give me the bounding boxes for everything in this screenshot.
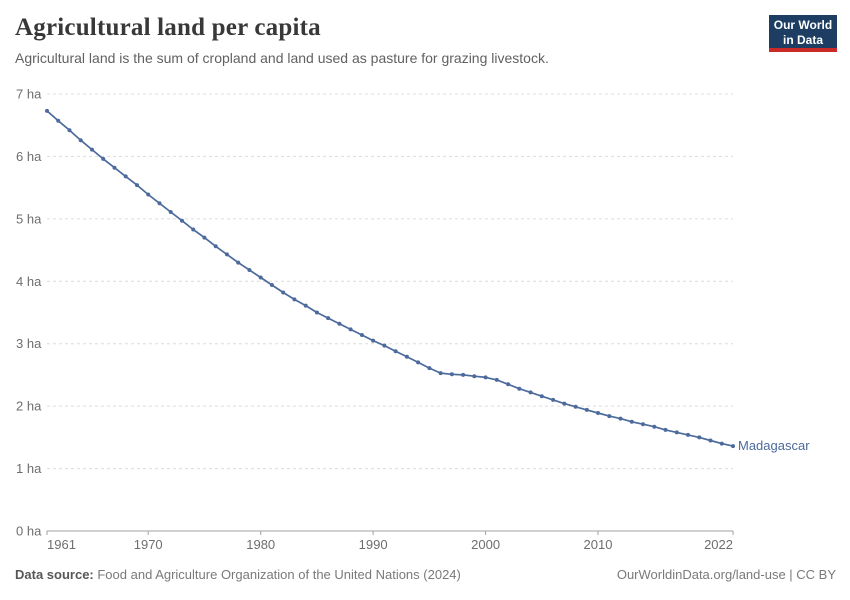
- data-point: [326, 316, 331, 321]
- y-tick-label: 1 ha: [16, 461, 42, 476]
- license-note[interactable]: OurWorldinData.org/land-use | CC BY: [616, 567, 836, 582]
- data-point: [202, 235, 207, 240]
- data-point: [236, 260, 241, 265]
- page-title: Agricultural land per capita: [15, 14, 321, 41]
- data-point: [427, 366, 432, 371]
- data-point: [438, 371, 443, 376]
- data-point: [45, 108, 49, 113]
- y-tick-label: 6 ha: [16, 149, 42, 164]
- y-tick-label: 4 ha: [16, 274, 42, 289]
- x-tick-label: 1990: [359, 537, 388, 552]
- chart-footer: Data source: Food and Agriculture Organi…: [0, 567, 850, 587]
- data-point: [674, 430, 679, 435]
- data-point: [494, 377, 499, 382]
- data-point: [573, 404, 578, 409]
- x-tick-label: 1961: [47, 537, 76, 552]
- data-point: [731, 444, 735, 449]
- data-point: [584, 407, 589, 412]
- data-point: [191, 227, 196, 232]
- y-tick-label: 7 ha: [16, 87, 42, 102]
- data-point: [461, 372, 466, 377]
- data-point: [303, 303, 308, 308]
- data-point: [708, 438, 713, 443]
- data-point: [90, 147, 94, 152]
- data-point: [67, 128, 72, 133]
- data-point: [247, 268, 252, 272]
- data-point: [180, 218, 184, 223]
- data-point: [337, 321, 342, 326]
- data-point: [292, 297, 297, 302]
- data-point: [483, 375, 488, 380]
- data-point: [258, 275, 263, 280]
- data-point: [618, 416, 623, 421]
- data-point: [629, 419, 634, 424]
- data-point: [393, 349, 398, 354]
- data-source-label: Data source:: [15, 567, 94, 582]
- data-point: [269, 283, 274, 287]
- data-point: [652, 424, 657, 429]
- x-tick-label: 2000: [471, 537, 500, 552]
- data-point: [168, 210, 173, 214]
- data-point: [56, 118, 61, 123]
- trend-line-madagascar[interactable]: [46, 110, 734, 447]
- data-point: [101, 156, 106, 161]
- data-point: [472, 374, 477, 379]
- data-point: [371, 338, 376, 343]
- data-source-text: Food and Agriculture Organization of the…: [93, 567, 461, 582]
- data-point: [224, 252, 229, 257]
- data-point: [78, 138, 83, 143]
- data-point: [528, 390, 533, 395]
- x-tick-label: 1970: [134, 537, 163, 552]
- y-tick-label: 5 ha: [16, 211, 42, 226]
- data-point: [135, 183, 139, 188]
- data-point: [719, 441, 724, 446]
- data-point: [416, 360, 421, 365]
- data-point: [641, 422, 645, 427]
- data-point: [146, 192, 151, 197]
- y-tick-label: 0 ha: [16, 524, 42, 539]
- data-point: [539, 394, 544, 399]
- data-source-note: Data source: Food and Agriculture Organi…: [15, 567, 461, 582]
- data-point: [213, 244, 218, 249]
- data-point: [506, 382, 511, 387]
- data-point: [607, 414, 612, 419]
- y-tick-label: 3 ha: [16, 336, 42, 351]
- data-point: [663, 427, 668, 432]
- chart-subtitle: Agricultural land is the sum of cropland…: [15, 50, 549, 66]
- data-point: [112, 165, 117, 170]
- x-tick-label: 2022: [704, 537, 733, 552]
- data-point: [348, 327, 353, 332]
- data-point: [359, 333, 364, 337]
- owid-logo[interactable]: Our World in Data: [769, 15, 837, 52]
- data-point: [449, 372, 454, 377]
- data-point: [314, 310, 319, 315]
- data-point: [562, 401, 567, 406]
- data-point: [123, 174, 128, 179]
- data-point: [157, 201, 162, 206]
- x-tick-label: 2010: [584, 537, 613, 552]
- series-label-madagascar[interactable]: Madagascar: [738, 438, 810, 453]
- data-point: [281, 290, 286, 295]
- y-tick-label: 2 ha: [16, 399, 42, 414]
- data-point: [686, 432, 690, 437]
- x-tick-label: 1980: [246, 537, 275, 552]
- owid-logo-line2: in Data: [782, 33, 823, 47]
- data-point: [697, 435, 702, 440]
- data-point: [551, 397, 556, 402]
- owid-logo-line1: Our World: [773, 18, 833, 32]
- data-point: [382, 343, 387, 348]
- data-point: [404, 354, 409, 359]
- data-point: [596, 411, 600, 415]
- data-point: [517, 386, 522, 391]
